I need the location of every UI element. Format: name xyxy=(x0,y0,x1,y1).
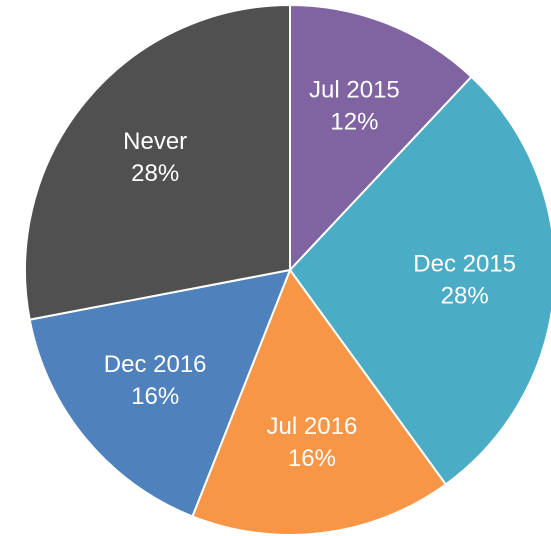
slice-value: 16% xyxy=(131,383,179,410)
slice-label: Jul 2015 xyxy=(309,77,400,104)
pie-slice xyxy=(289,3,473,273)
slice-value: 16% xyxy=(288,445,336,472)
slice-value: 28% xyxy=(441,282,489,309)
pie-slice xyxy=(24,3,291,321)
pie-slice xyxy=(28,268,292,518)
slice-value: 12% xyxy=(330,109,378,136)
pie-slice xyxy=(191,267,448,536)
slice-label: Jul 2016 xyxy=(267,413,358,440)
slice-label: Never xyxy=(123,128,187,155)
slice-label: Dec 2016 xyxy=(104,351,207,378)
slice-label: Dec 2015 xyxy=(413,250,516,277)
pie-slice xyxy=(288,75,551,486)
slice-value: 28% xyxy=(131,160,179,187)
